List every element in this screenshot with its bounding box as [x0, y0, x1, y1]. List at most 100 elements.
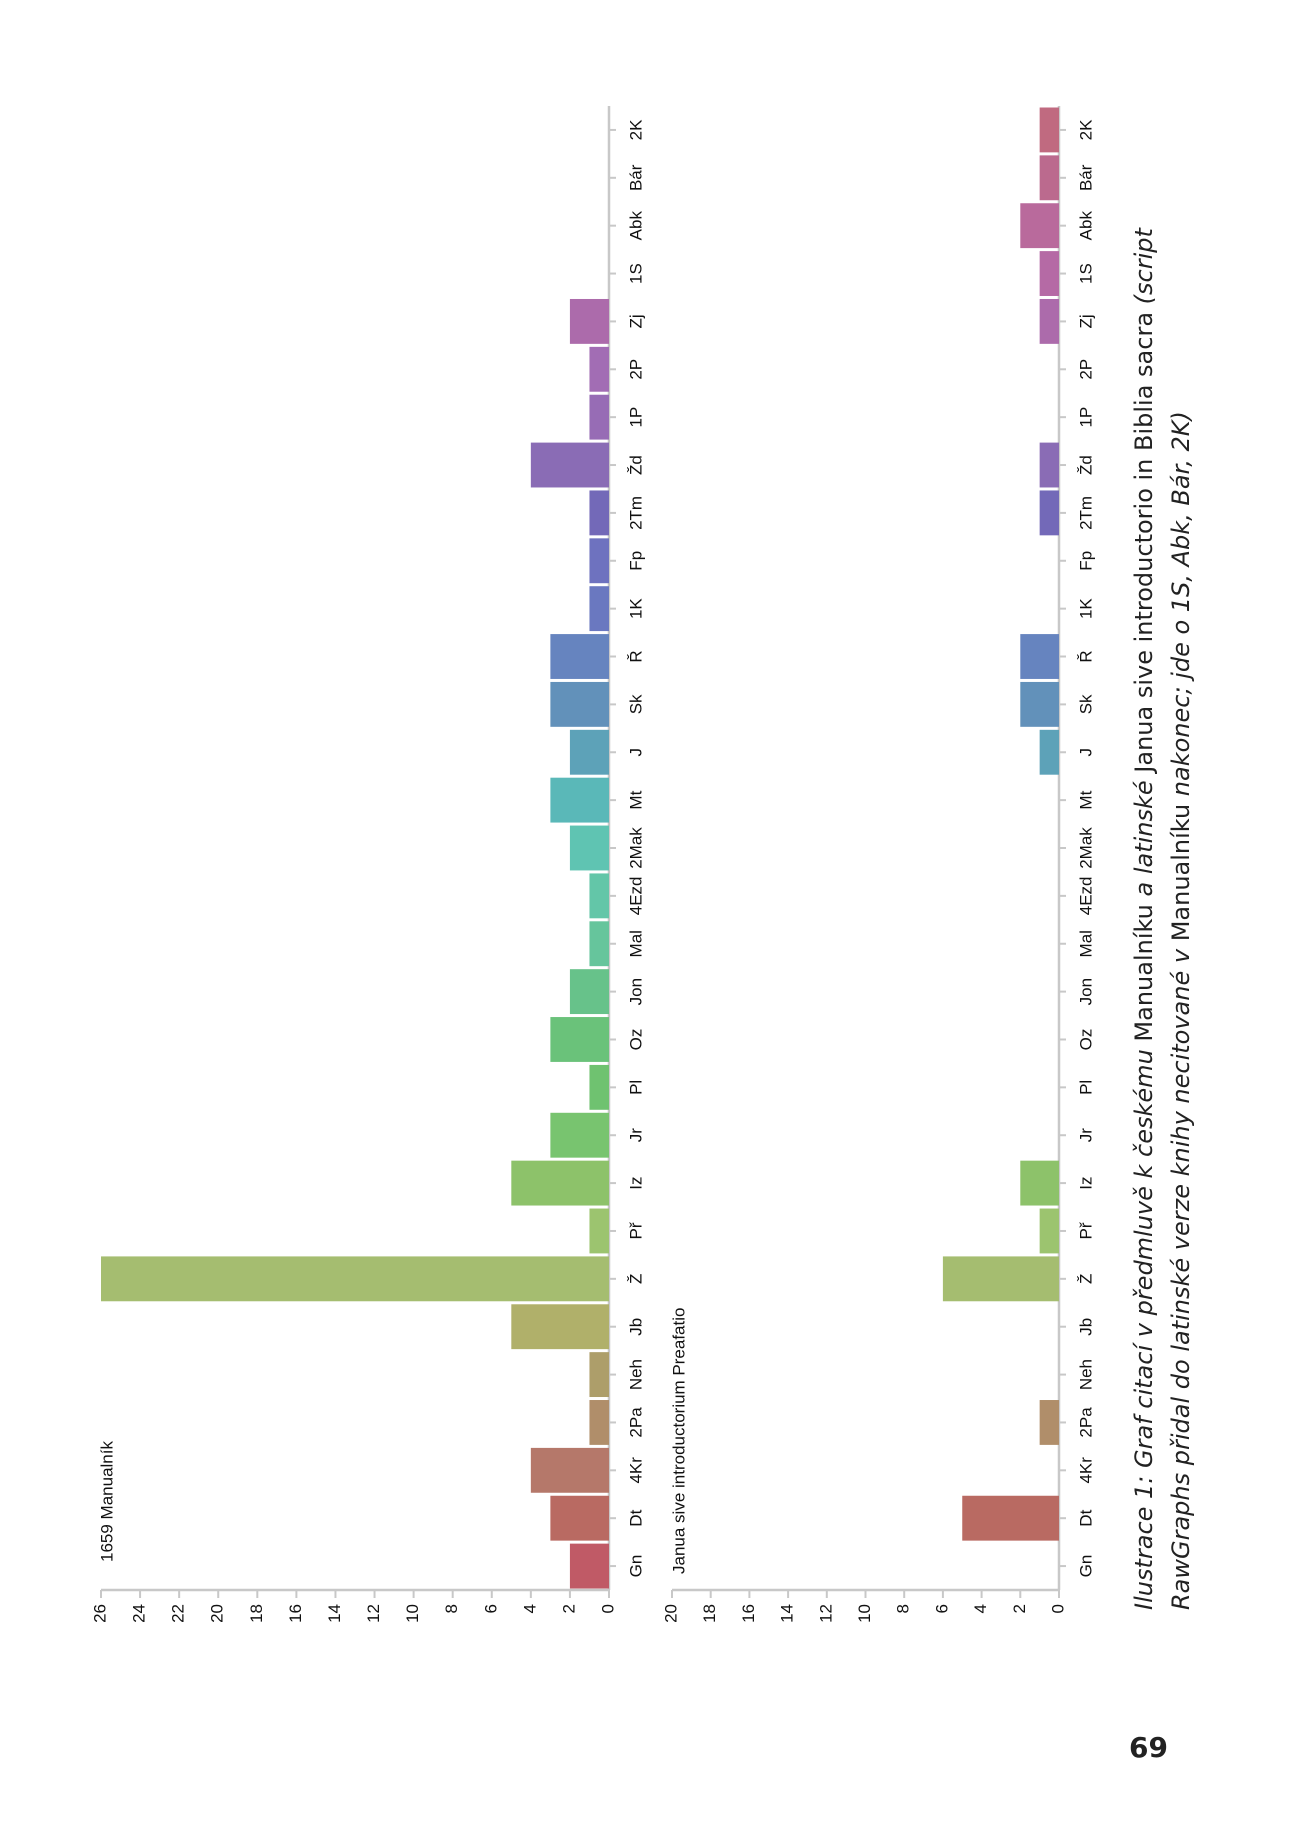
- bar-iz: [511, 1160, 609, 1206]
- caption-part-1: Ilustrace 1: Graf citací v předmluvě k č…: [1130, 1049, 1158, 1610]
- category-label: Mal: [1076, 930, 1095, 957]
- value-tick-label: 10: [855, 1604, 874, 1623]
- bar-1p: [589, 394, 609, 440]
- category-label: Ř: [1076, 650, 1095, 662]
- category-label: 4Ezd: [626, 876, 645, 915]
- value-tick-label: 10: [403, 1604, 422, 1623]
- bar-ž: [101, 1256, 609, 1302]
- category-label: Sk: [1076, 694, 1095, 714]
- bar-dt: [962, 1495, 1059, 1541]
- bar-jr: [550, 1112, 609, 1158]
- bar-j: [1039, 729, 1059, 775]
- value-tick-label: 18: [700, 1604, 719, 1623]
- bar-2tm: [1039, 490, 1059, 536]
- bar-mt: [550, 777, 609, 823]
- category-label: 2Pa: [1076, 1407, 1095, 1438]
- figure-caption: Ilustrace 1: Graf citací v předmluvě k č…: [1126, 135, 1200, 1610]
- bar-1s: [1039, 251, 1059, 296]
- category-label: Jb: [1076, 1318, 1095, 1336]
- value-tick-label: 4: [971, 1604, 990, 1613]
- value-tick-label: 22: [169, 1604, 188, 1623]
- category-label: Zj: [1076, 314, 1095, 328]
- bar-jb: [511, 1304, 609, 1350]
- bar-zj: [1039, 298, 1059, 344]
- bar-fp: [589, 538, 609, 584]
- value-tick-label: 24: [130, 1604, 149, 1623]
- category-label: 4Kr: [626, 1457, 645, 1484]
- category-label: 2K: [626, 119, 645, 140]
- category-label: Bár: [626, 164, 645, 191]
- value-tick-label: 14: [778, 1604, 797, 1623]
- bar-2mak: [569, 825, 609, 871]
- category-label: Abk: [1076, 211, 1095, 241]
- category-label: 1K: [1076, 598, 1095, 619]
- value-tick-label: 16: [286, 1604, 305, 1623]
- bar-oz: [550, 1017, 609, 1062]
- bar-ř: [1020, 634, 1059, 679]
- bar-žd: [530, 442, 609, 488]
- category-label: Pl: [1076, 1080, 1095, 1095]
- category-label: Oz: [1076, 1029, 1095, 1051]
- bar-sk: [1020, 681, 1059, 727]
- category-label: J: [1076, 748, 1095, 757]
- bar-př: [589, 1208, 609, 1254]
- category-label: J: [626, 748, 645, 757]
- value-tick-label: 0: [1048, 1604, 1067, 1613]
- category-label: Sk: [626, 694, 645, 714]
- bar-2pa: [589, 1400, 609, 1445]
- category-label: Ř: [626, 650, 645, 662]
- bar-pl: [589, 1064, 609, 1110]
- category-label: 1K: [626, 598, 645, 619]
- value-tick-label: 8: [894, 1604, 913, 1613]
- chart-1: 02468101214161820222426GnDt4Kr2PaNehJbŽP…: [90, 106, 645, 1623]
- category-label: Pl: [626, 1080, 645, 1095]
- category-label: Žd: [626, 455, 645, 475]
- bar-dt: [550, 1495, 609, 1541]
- bar-př: [1039, 1208, 1059, 1254]
- bar-gn: [569, 1543, 609, 1589]
- bar-zj: [569, 298, 609, 344]
- category-label: Jon: [626, 978, 645, 1005]
- category-label: 2Tm: [626, 496, 645, 530]
- category-label: 4Kr: [1076, 1457, 1095, 1484]
- bar-2k: [1039, 107, 1059, 153]
- category-label: Jb: [626, 1318, 645, 1336]
- category-label: Mt: [626, 790, 645, 809]
- category-label: 1P: [626, 407, 645, 428]
- category-label: 2Mak: [626, 827, 645, 869]
- value-tick-label: 0: [598, 1604, 617, 1613]
- bar-iz: [1020, 1160, 1059, 1206]
- category-label: Fp: [626, 551, 645, 571]
- caption-part-2: Manualníku: [1130, 896, 1158, 1050]
- category-label: 1S: [1076, 263, 1095, 284]
- category-label: 2P: [1076, 359, 1095, 380]
- category-label: Gn: [626, 1555, 645, 1578]
- category-label: Abk: [626, 211, 645, 241]
- bar-ř: [550, 634, 609, 679]
- category-label: Jr: [626, 1128, 645, 1143]
- category-label: Jon: [1076, 978, 1095, 1005]
- category-label: Neh: [626, 1359, 645, 1390]
- bar-žd: [1039, 442, 1059, 488]
- caption-part-3: a latinské: [1130, 780, 1158, 897]
- bar-bár: [1039, 155, 1059, 201]
- category-label: 2Pa: [626, 1407, 645, 1438]
- value-tick-label: 20: [661, 1604, 680, 1623]
- category-label: 4Ezd: [1076, 876, 1095, 915]
- value-tick-label: 12: [816, 1604, 835, 1623]
- value-tick-label: 2: [1010, 1604, 1029, 1613]
- category-label: Ž: [626, 1274, 645, 1284]
- value-tick-label: 26: [90, 1604, 109, 1623]
- value-tick-label: 18: [247, 1604, 266, 1623]
- bar-4kr: [530, 1447, 609, 1493]
- value-tick-label: 6: [481, 1604, 500, 1613]
- value-tick-label: 2: [559, 1604, 578, 1613]
- chart-title: Janua sive introductorium Preafatio: [669, 1308, 688, 1574]
- category-label: Jr: [1076, 1128, 1095, 1143]
- bar-1k: [589, 586, 609, 632]
- bar-abk: [1020, 203, 1059, 249]
- category-label: 1P: [1076, 407, 1095, 428]
- value-tick-label: 6: [932, 1604, 951, 1613]
- chart-title: 1659 Manualník: [97, 1441, 116, 1562]
